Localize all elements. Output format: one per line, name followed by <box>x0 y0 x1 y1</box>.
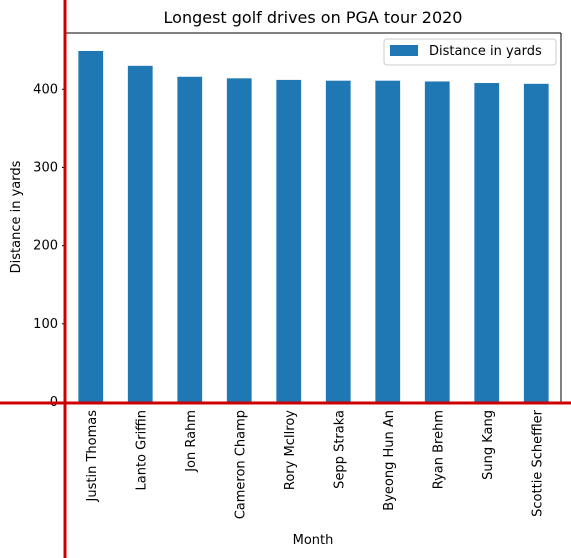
chart-title: Longest golf drives on PGA tour 2020 <box>164 8 463 27</box>
y-axis-label: Distance in yards <box>9 160 24 273</box>
x-tick-label: Rory McIlroy <box>283 410 298 490</box>
x-tick-label: Cameron Champ <box>233 410 248 519</box>
bar <box>226 78 252 402</box>
y-tick-label: 100 <box>33 317 58 332</box>
bar <box>177 76 203 402</box>
bar <box>523 83 549 403</box>
x-tick-label: Sepp Straka <box>332 410 347 489</box>
bar <box>127 65 153 402</box>
x-tick-label: Lanto Griffin <box>134 410 149 490</box>
y-tick-label: 400 <box>33 82 58 97</box>
x-tick-label: Scottie Scheffler <box>530 409 545 516</box>
legend: Distance in yards <box>383 38 557 66</box>
x-tick-label: Justin Thomas <box>85 410 100 503</box>
bar <box>325 80 351 402</box>
bar <box>276 79 302 403</box>
y-tick-label: 200 <box>33 239 58 254</box>
x-tick-label: Jon Rahm <box>184 410 199 473</box>
bar <box>474 83 500 402</box>
x-axis-ticks: Justin Thomas Lanto Griffin Jon Rahm Camero… <box>85 409 546 519</box>
bars-group <box>78 50 549 403</box>
legend-box <box>383 38 557 66</box>
y-tick-label: 300 <box>33 160 58 175</box>
legend-swatch <box>390 45 418 56</box>
x-tick-label: Byeong Hun An <box>382 410 397 511</box>
bar <box>424 81 450 402</box>
x-tick-label: Ryan Brehm <box>431 410 446 489</box>
legend-label: Distance in yards <box>429 44 542 59</box>
bar <box>375 80 401 402</box>
x-axis-label: Month <box>293 533 334 548</box>
x-tick-label: Sung Kang <box>481 410 496 480</box>
bar <box>78 50 104 403</box>
